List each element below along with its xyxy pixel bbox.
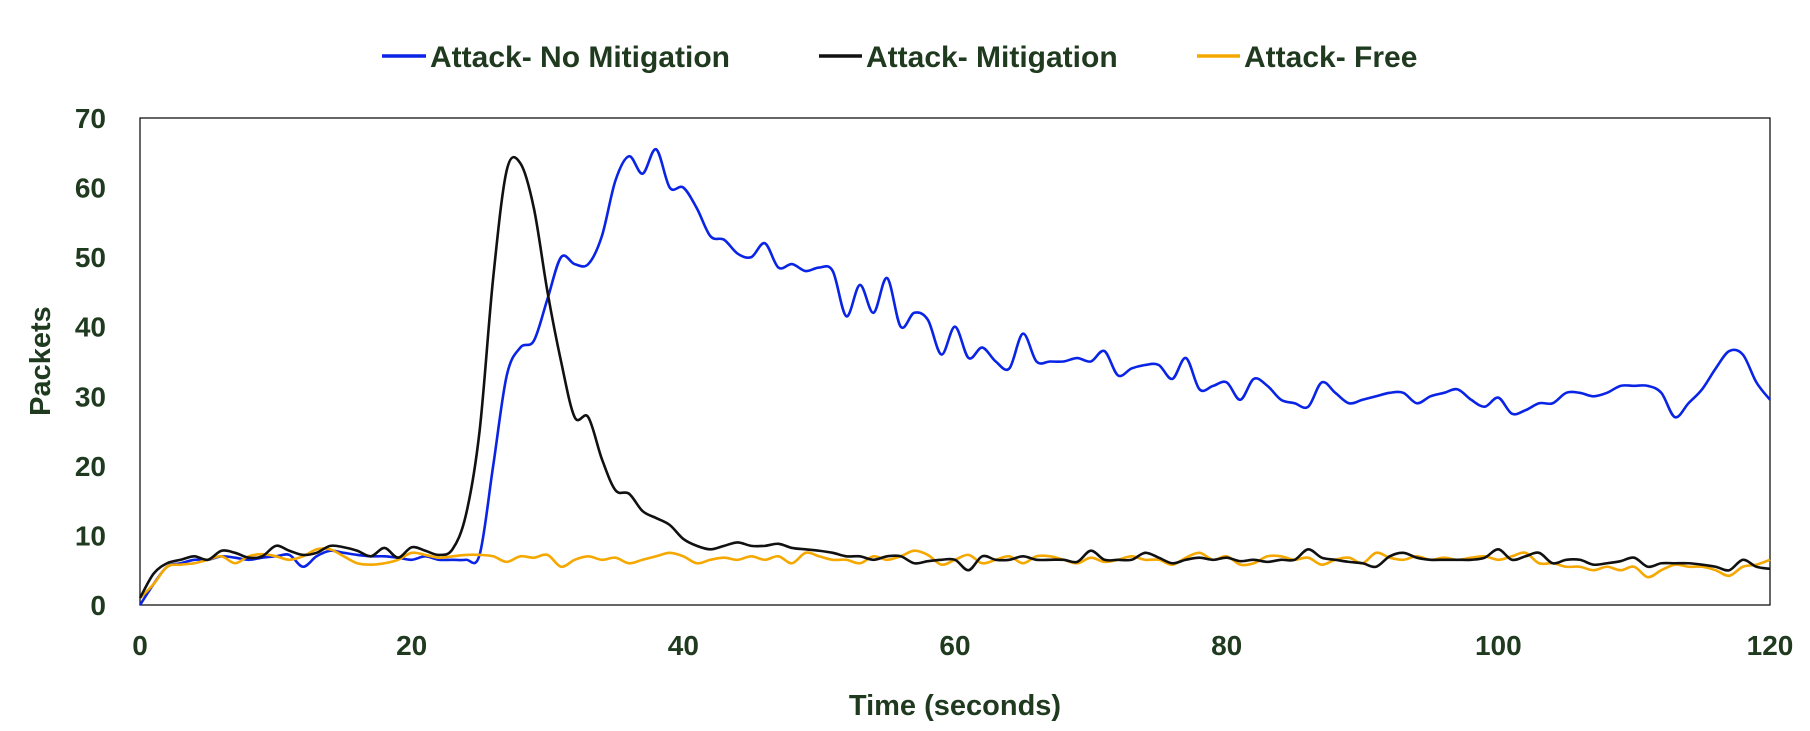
series-line-mitigation: [138, 155, 1771, 599]
y-tick-label: 40: [75, 312, 106, 343]
x-tick-label: 20: [396, 630, 427, 661]
legend: Attack- No Mitigation Attack- Mitigation…: [382, 41, 1417, 74]
y-tick-label: 0: [90, 590, 106, 621]
y-tick-label: 20: [75, 451, 106, 482]
x-axis-ticks: 0 20 40 60 80 100 120: [132, 630, 1793, 661]
legend-item-free[interactable]: Attack- Free: [1197, 41, 1417, 74]
legend-label-free: Attack- Free: [1244, 41, 1417, 74]
x-tick-label: 0: [132, 630, 148, 661]
legend-item-mitigation[interactable]: Attack- Mitigation: [819, 41, 1118, 74]
legend-item-no-mitigation[interactable]: Attack- No Mitigation: [382, 41, 730, 74]
y-tick-label: 60: [75, 173, 106, 204]
x-tick-label: 120: [1747, 630, 1794, 661]
y-tick-label: 70: [75, 103, 106, 134]
y-axis-title: Packets: [25, 306, 57, 416]
x-tick-label: 40: [668, 630, 699, 661]
y-axis-ticks: 0 10 20 30 40 50 60 70: [75, 103, 106, 621]
series-layer: [138, 148, 1772, 606]
x-tick-label: 100: [1475, 630, 1522, 661]
x-axis-title: Time (seconds): [849, 690, 1061, 722]
plot-area-frame: [139, 117, 1771, 606]
y-tick-label: 50: [75, 242, 106, 273]
legend-label-no-mitigation: Attack- No Mitigation: [430, 41, 730, 74]
x-tick-label: 60: [939, 630, 970, 661]
y-tick-label: 30: [75, 381, 106, 412]
x-tick-label: 80: [1211, 630, 1242, 661]
legend-label-mitigation: Attack- Mitigation: [866, 41, 1118, 74]
y-tick-label: 10: [75, 520, 106, 551]
series-line-no-mitigation: [138, 148, 1772, 606]
